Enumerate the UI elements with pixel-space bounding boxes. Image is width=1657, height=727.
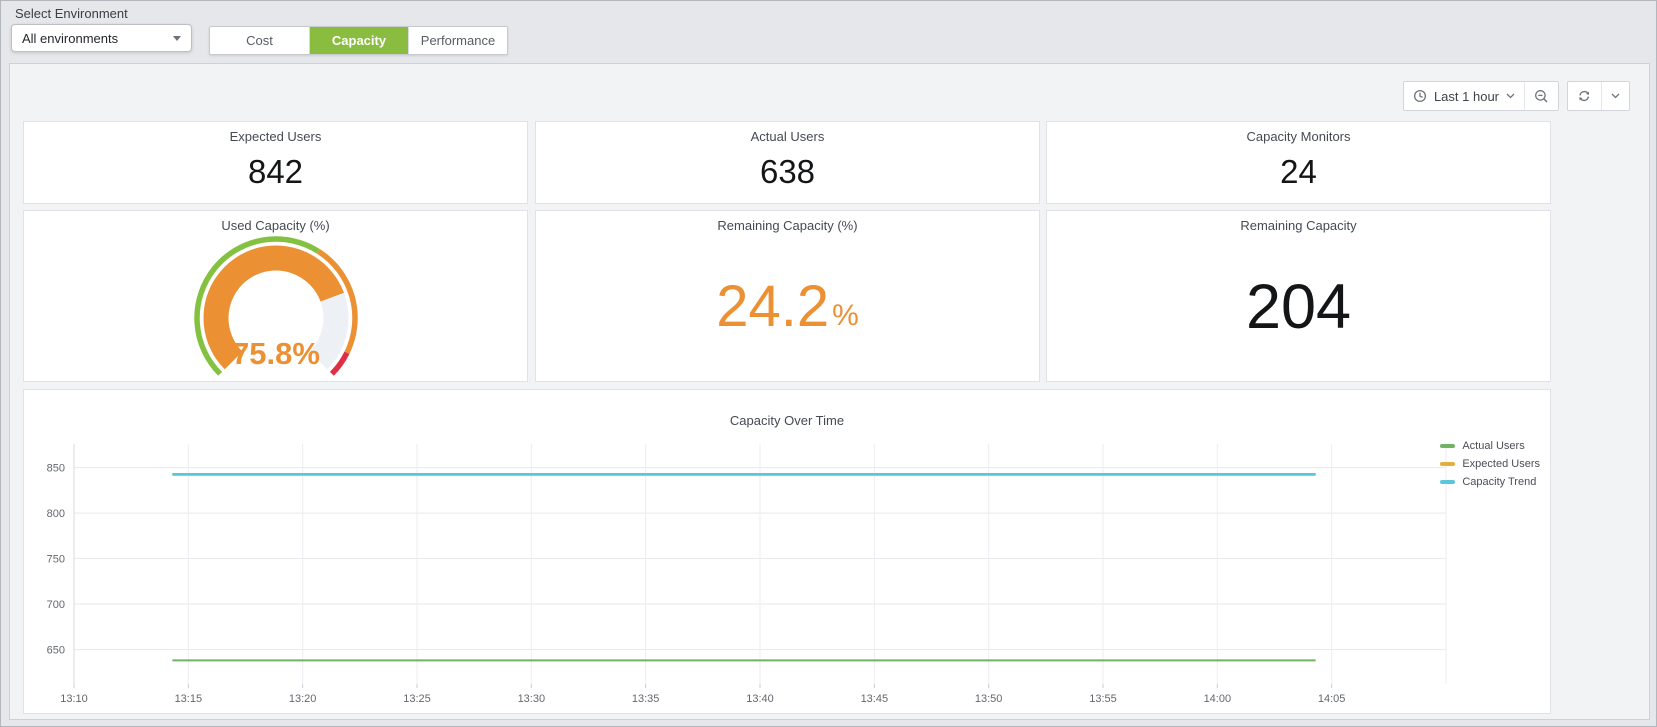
- y-tick-label: 850: [47, 463, 65, 475]
- capacity-over-time-chart[interactable]: 650 700 750 800 850 13:10 13:15 13:20 13:25 13:30…: [26, 432, 1454, 712]
- y-tick-label: 700: [47, 599, 65, 611]
- gauge-threshold-1: [316, 248, 358, 354]
- x-tick-label: 13:35: [632, 693, 660, 705]
- series-lines: [172, 473, 1316, 662]
- clock-icon: [1413, 89, 1427, 103]
- gauge-threshold-0: [193, 236, 320, 376]
- stat-body: 24.2 %: [536, 233, 1039, 381]
- x-tick-label: 13:30: [518, 693, 546, 705]
- zoom-out-button[interactable]: [1524, 82, 1558, 110]
- refresh-interval-button[interactable]: [1601, 82, 1629, 110]
- x-tick-label: 13:40: [746, 693, 774, 705]
- magnifier-minus-icon: [1535, 89, 1548, 102]
- panel-remaining-capacity: Remaining Capacity 204: [1046, 210, 1551, 382]
- x-tick-label: 13:45: [861, 693, 889, 705]
- y-tick-label: 650: [47, 644, 65, 656]
- legend-label: Capacity Trend: [1462, 476, 1537, 488]
- y-tick-label: 750: [47, 554, 65, 566]
- x-tick-label: 13:50: [975, 693, 1003, 705]
- x-tick-label: 13:20: [289, 693, 317, 705]
- environment-dropdown-value: All environments: [22, 30, 119, 46]
- capacity-monitors-value: 24: [1280, 153, 1317, 190]
- legend-swatch: [1440, 444, 1456, 448]
- dashboard: Last 1 hour: [9, 63, 1650, 720]
- panel-title: Remaining Capacity: [1240, 218, 1357, 233]
- remaining-capacity-pct-value: 24.2: [716, 274, 830, 339]
- time-range-picker[interactable]: Last 1 hour: [1403, 82, 1524, 110]
- time-range-label: Last 1 hour: [1433, 88, 1499, 104]
- x-tick-label: 13:25: [403, 693, 431, 705]
- panel-actual-users: Actual Users 638: [535, 121, 1040, 204]
- used-capacity-gauge: 75.8%: [193, 236, 358, 376]
- x-tick-label: 13:15: [175, 693, 203, 705]
- chart-body: 650 700 750 800 850 13:10 13:15 13:20 13:25 13:30…: [26, 432, 1550, 712]
- legend-item-expected-users[interactable]: Expected Users: [1440, 458, 1540, 470]
- panel-title: Capacity Monitors: [1246, 129, 1351, 144]
- chevron-down-icon: [1506, 93, 1515, 99]
- chart-legend: Actual Users Expected Users Capacity Trend: [1440, 440, 1540, 494]
- environment-dropdown[interactable]: All environments: [11, 24, 192, 52]
- caret-down-icon: [173, 35, 181, 41]
- panel-title: Remaining Capacity (%): [717, 218, 858, 233]
- legend-item-capacity-trend[interactable]: Capacity Trend: [1440, 476, 1540, 488]
- tab-cost[interactable]: Cost: [210, 27, 309, 54]
- panel-capacity-over-time: Capacity Over Time 650 700 750 800 850 13:10 1…: [23, 389, 1551, 714]
- panel-title: Expected Users: [229, 129, 322, 144]
- chevron-down-icon: [1611, 93, 1620, 99]
- gauge-threshold-2: [329, 351, 349, 376]
- panel-title: Capacity Over Time: [729, 413, 845, 428]
- legend-label: Expected Users: [1462, 458, 1540, 470]
- panel-title: Actual Users: [750, 129, 825, 144]
- actual-users-value: 638: [759, 153, 816, 190]
- remaining-capacity-pct-suffix: %: [832, 299, 859, 332]
- expected-users-value: 842: [247, 153, 304, 190]
- panel-used-capacity: Used Capacity (%) 75.8%: [23, 210, 528, 382]
- select-environment-label: Select Environment: [15, 6, 128, 21]
- gauge-value-label: 75.8%: [232, 336, 320, 371]
- legend-label: Actual Users: [1462, 440, 1525, 452]
- view-tabs: Cost Capacity Performance: [209, 26, 508, 55]
- x-tick-label: 14:00: [1204, 693, 1232, 705]
- panel-expected-users: Expected Users 842: [23, 121, 528, 204]
- environment-bar: Select Environment All environments Cost…: [1, 1, 1656, 63]
- remaining-capacity-value: 204: [1245, 271, 1352, 342]
- legend-swatch: [1440, 480, 1456, 484]
- time-controls-group: Last 1 hour: [1402, 81, 1559, 111]
- x-tick-label: 13:10: [60, 693, 88, 705]
- x-tick-label: 14:05: [1318, 693, 1346, 705]
- y-tick-label: 800: [47, 508, 65, 520]
- panel-title: Used Capacity (%): [221, 218, 330, 233]
- axes: 650 700 750 800 850 13:10 13:15 13:20 13:25 13:30…: [47, 444, 1346, 705]
- gridlines: [73, 444, 1447, 684]
- legend-item-actual-users[interactable]: Actual Users: [1440, 440, 1540, 452]
- refresh-icon: [1579, 90, 1590, 102]
- refresh-group: [1567, 81, 1630, 111]
- tab-capacity[interactable]: Capacity: [309, 27, 408, 54]
- panel-capacity-monitors: Capacity Monitors 24: [1046, 121, 1551, 204]
- x-tick-label: 13:55: [1089, 693, 1117, 705]
- legend-swatch: [1440, 462, 1456, 466]
- refresh-button[interactable]: [1568, 82, 1601, 110]
- panel-remaining-capacity-pct: Remaining Capacity (%) 24.2 %: [535, 210, 1040, 382]
- dashboard-toolbar: Last 1 hour: [1402, 81, 1630, 111]
- stat-body: 204: [1047, 233, 1550, 381]
- tab-performance[interactable]: Performance: [408, 27, 507, 54]
- gauge-value-arc: [203, 245, 344, 370]
